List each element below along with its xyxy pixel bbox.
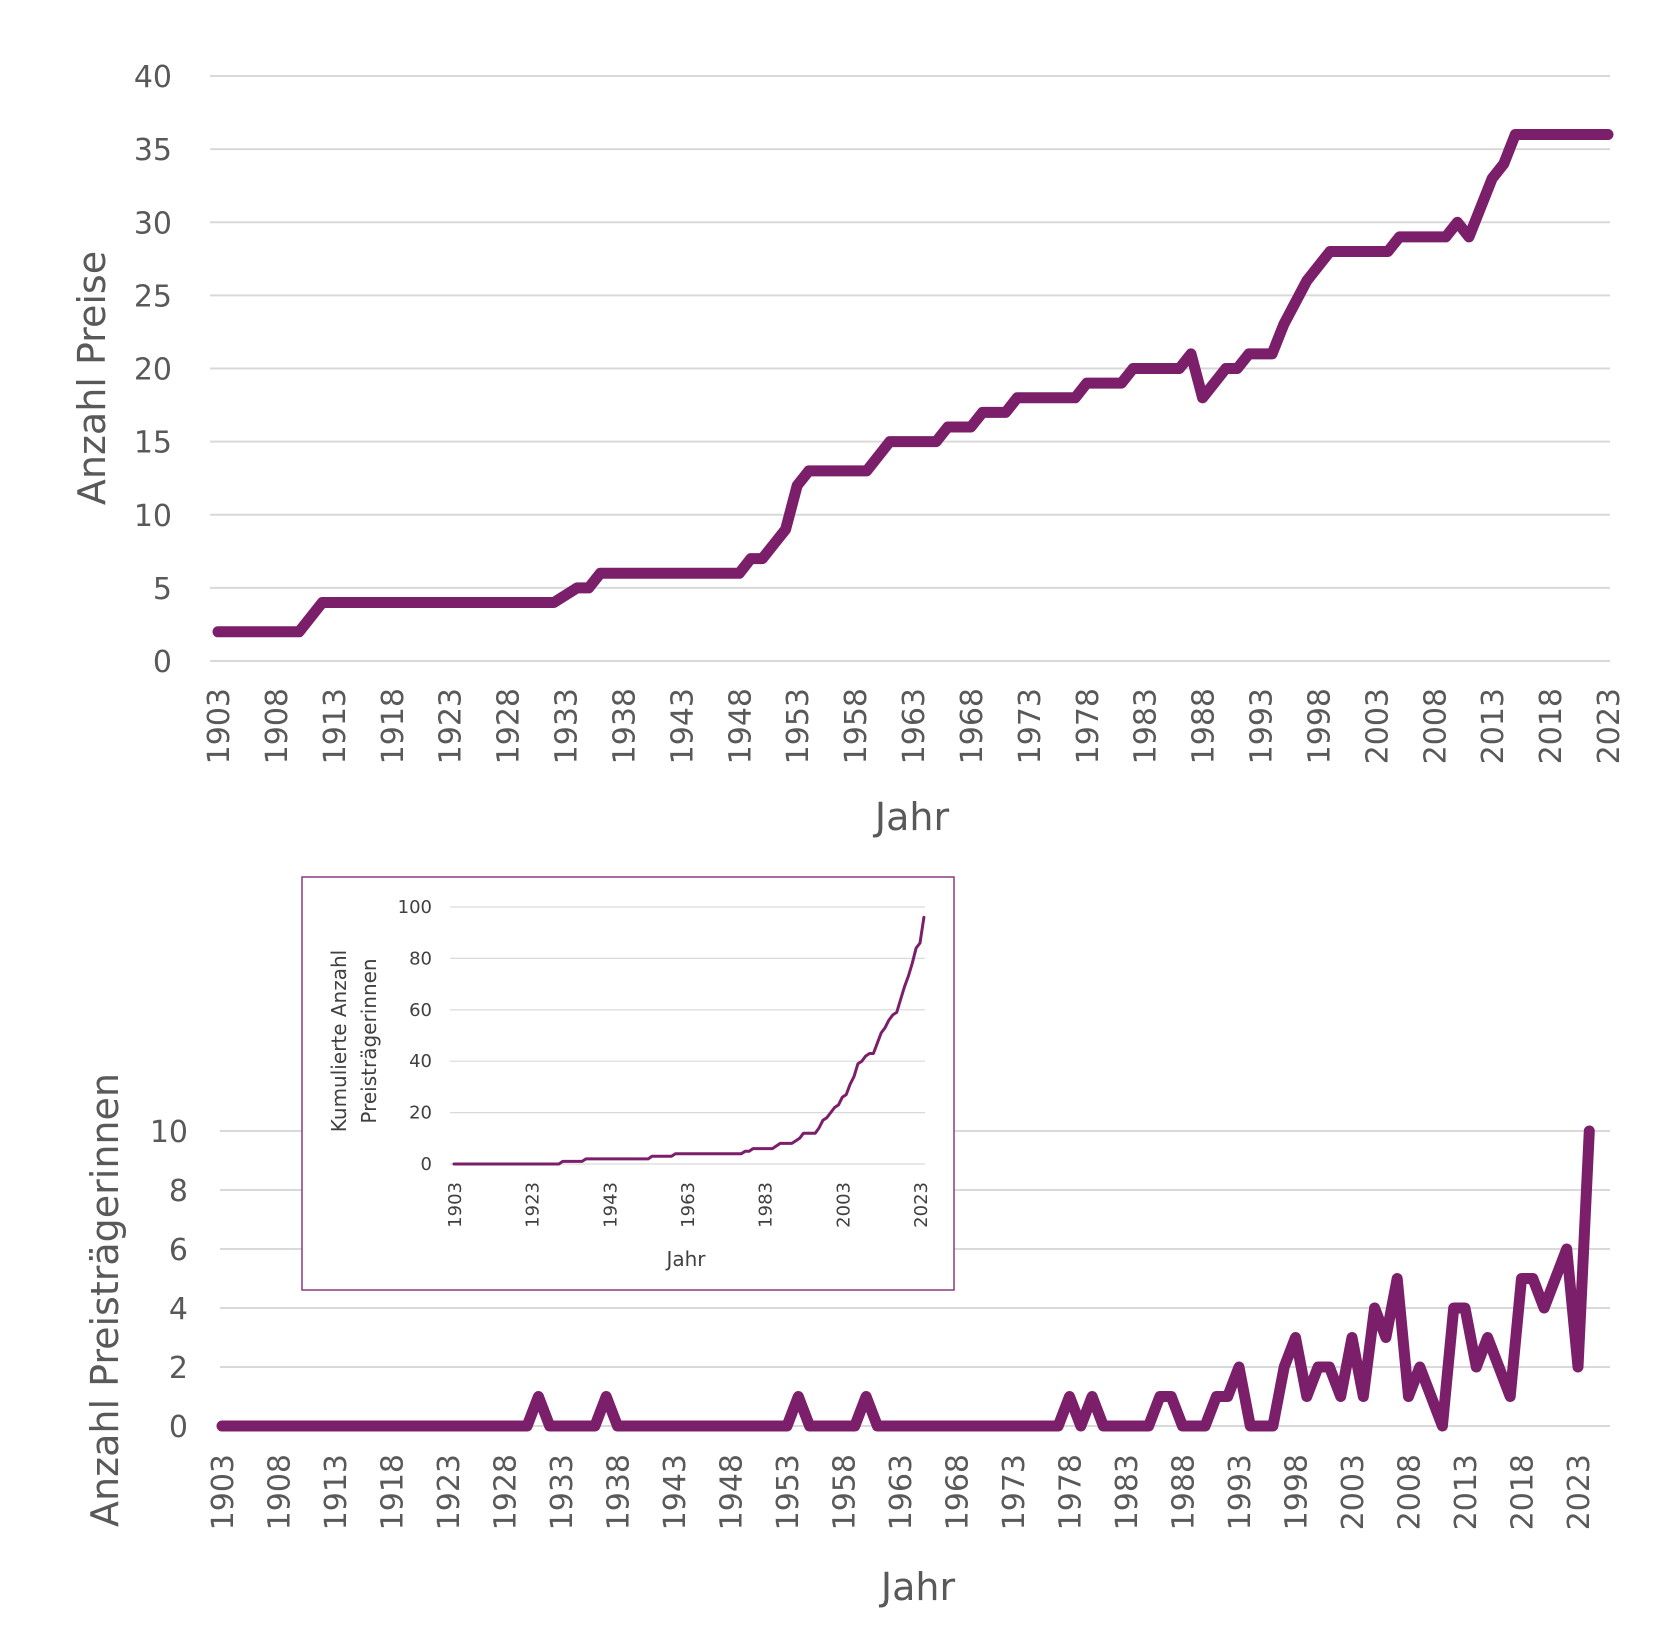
x-tick-label: 1928	[492, 688, 527, 764]
y-tick-label: 20	[409, 1103, 432, 1124]
inset-chart-cumulative: 0 20 40 60 80 100 1903 1923 1943 1963 1983 2003 202…	[301, 876, 955, 1291]
x-tick-label: 1943	[665, 688, 700, 764]
y-tick-label: 10	[150, 1115, 188, 1150]
x-tick-label: 1998	[1280, 1454, 1315, 1530]
y-tick-label: 6	[169, 1233, 188, 1268]
y-tick-label: 60	[409, 1000, 432, 1021]
x-tick-label: 1978	[1054, 1454, 1089, 1530]
x-tick-label: 1978	[1071, 688, 1106, 764]
x-tick-label: 1963	[884, 1454, 919, 1530]
x-axis-title: Jahr	[879, 1565, 956, 1609]
x-tick-label: 1998	[1302, 688, 1337, 764]
x-tick-label: 1918	[376, 1454, 411, 1530]
y-tick-label: 5	[153, 572, 172, 607]
x-tick-label: 1953	[781, 688, 816, 764]
x-tick-label: 2003	[833, 1182, 854, 1228]
x-tick-label: 2018	[1534, 688, 1569, 764]
x-tick-label: 1983	[1129, 688, 1164, 764]
y-gridlines	[210, 75, 1610, 662]
y-tick-label: 80	[409, 948, 432, 969]
y-tick-label: 40	[134, 60, 172, 95]
y-tick-label: 0	[169, 1410, 188, 1445]
x-tick-label: 1918	[376, 688, 411, 764]
y-tick-labels: 0 5 10 15 20 25 30 35 40	[134, 60, 172, 680]
y-axis-title-line1: Kumulierte Anzahl	[327, 950, 351, 1132]
x-tick-label: 2008	[1393, 1454, 1428, 1530]
x-tick-label: 2023	[911, 1182, 932, 1228]
series-line	[452, 915, 926, 1166]
x-tick-labels: 1903 1908 1913 1918 1923 1928 1933 1938 1943 1948…	[206, 1454, 1597, 1530]
y-tick-labels: 0 20 40 60 80 100	[398, 897, 432, 1175]
x-tick-label: 2003	[1336, 1454, 1371, 1530]
x-tick-label: 1983	[756, 1182, 777, 1228]
y-axis-title-line2: Preisträgerinnen	[357, 958, 381, 1123]
y-axis-title: Anzahl Preise	[70, 251, 114, 505]
y-tick-label: 8	[169, 1174, 188, 1209]
x-tick-label: 1908	[263, 1454, 298, 1530]
x-tick-label: 1933	[545, 1454, 580, 1530]
y-tick-label: 100	[398, 897, 432, 918]
x-tick-label: 1943	[658, 1454, 693, 1530]
y-tick-label: 2	[169, 1351, 188, 1386]
x-tick-label: 1993	[1223, 1454, 1258, 1530]
y-tick-label: 30	[134, 206, 172, 241]
x-tick-label: 1913	[319, 1454, 354, 1530]
inset-frame	[301, 876, 955, 1291]
x-tick-label: 1958	[839, 688, 874, 764]
y-tick-label: 20	[134, 353, 172, 388]
y-tick-label: 0	[153, 645, 172, 680]
y-tick-label: 25	[134, 279, 172, 314]
series-line	[212, 129, 1614, 638]
x-tick-label: 1988	[1167, 1454, 1202, 1530]
x-tick-label: 1913	[318, 688, 353, 764]
y-tick-label: 0	[421, 1154, 432, 1175]
x-tick-label: 1993	[1245, 688, 1280, 764]
y-tick-label: 10	[134, 499, 172, 534]
x-tick-label: 1948	[715, 1454, 750, 1530]
y-tick-label: 15	[134, 426, 172, 461]
x-tick-label: 2013	[1449, 1454, 1484, 1530]
x-tick-label: 1938	[607, 688, 642, 764]
x-tick-label: 1923	[434, 688, 469, 764]
x-tick-label: 2023	[1562, 1454, 1597, 1530]
x-tick-label: 1903	[206, 1454, 241, 1530]
chart-total-prizes: 0 5 10 15 20 25 30 35 40 1903 1908 1913 1918 1923 192…	[70, 60, 1627, 839]
x-tick-label: 1908	[260, 688, 295, 764]
x-tick-label: 2003	[1360, 688, 1395, 764]
x-tick-label: 1968	[941, 1454, 976, 1530]
x-axis-title: Jahr	[664, 1247, 706, 1271]
x-tick-label: 1963	[678, 1182, 699, 1228]
y-axis-title: Anzahl Preisträgerinnen	[83, 1073, 127, 1527]
x-tick-label: 2008	[1418, 688, 1453, 764]
x-tick-label: 1903	[445, 1182, 466, 1228]
x-tick-label: 2018	[1506, 1454, 1541, 1530]
x-tick-label: 1903	[202, 688, 237, 764]
x-tick-label: 1953	[771, 1454, 806, 1530]
y-tick-labels: 0 2 4 6 8 10	[150, 1115, 188, 1445]
x-tick-label: 1963	[897, 688, 932, 764]
x-tick-label: 1988	[1187, 688, 1222, 764]
x-tick-label: 1938	[602, 1454, 637, 1530]
x-axis-title: Jahr	[873, 795, 950, 839]
x-tick-label: 1923	[432, 1454, 467, 1530]
series-line	[216, 1125, 1595, 1432]
x-tick-label: 1928	[489, 1454, 524, 1530]
x-tick-labels: 1903 1908 1913 1918 1923 1928 1933 1938 1943 1948…	[202, 688, 1627, 764]
x-tick-label: 1923	[523, 1182, 544, 1228]
y-tick-label: 4	[169, 1292, 188, 1327]
x-tick-label: 1968	[955, 688, 990, 764]
x-tick-labels: 1903 1923 1943 1963 1983 2003 2023	[445, 1182, 932, 1228]
x-tick-label: 1948	[723, 688, 758, 764]
x-tick-label: 2023	[1592, 688, 1627, 764]
x-tick-label: 2013	[1476, 688, 1511, 764]
x-tick-label: 1943	[600, 1182, 621, 1228]
y-tick-label: 40	[409, 1051, 432, 1072]
x-tick-label: 1973	[997, 1454, 1032, 1530]
x-tick-label: 1973	[1013, 688, 1048, 764]
x-tick-label: 1958	[828, 1454, 863, 1530]
y-tick-label: 35	[134, 133, 172, 168]
x-tick-label: 1933	[550, 688, 585, 764]
x-tick-label: 1983	[1110, 1454, 1145, 1530]
